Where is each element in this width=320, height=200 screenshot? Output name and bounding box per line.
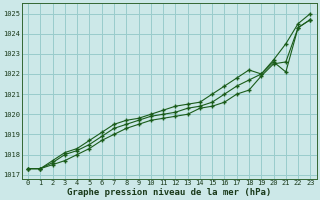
X-axis label: Graphe pression niveau de la mer (hPa): Graphe pression niveau de la mer (hPa) [67, 188, 271, 197]
